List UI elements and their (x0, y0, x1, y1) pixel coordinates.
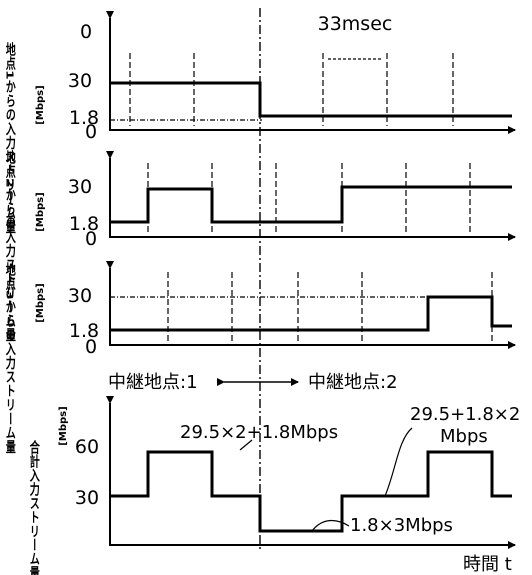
sum-low-label: 1.8×3Mbps (350, 515, 453, 536)
panel-3-tick-30: 30 (68, 285, 92, 307)
panel-1-tick-1_8: 1.8 (69, 107, 99, 129)
sum-high-leader (239, 439, 253, 451)
panel-2-unit: [Mbps] (35, 192, 46, 231)
sum-low-leader (311, 520, 350, 532)
panel-3: 地点3からの入力ストリーム量 [Mbps] 30 1.8 0 (4, 261, 516, 454)
panel-1-frame-markers (129, 53, 454, 126)
panel-1-tick-0: 0 (85, 121, 97, 143)
panel-1-signal (110, 81, 512, 118)
panel-1-unit: [Mbps] (35, 85, 46, 124)
panel-4-unit: [Mbps] (58, 406, 69, 445)
panel-1-tick-0-top: 0 (80, 21, 92, 43)
relay-labels: 中継地点:1 中継地点:2 (108, 372, 398, 393)
panel-1: 地点1からの入力ストリーム量 [Mbps] 0 30 1.8 0 33msec (4, 11, 516, 234)
panel-4-tick-60: 60 (75, 436, 99, 458)
panel-4-signal (110, 450, 512, 533)
relay-1-label: 中継地点:1 (108, 372, 198, 393)
panel-1-tick-30: 30 (68, 70, 92, 92)
panel-1-ylabel: 地点1からの入力ストリーム量 (4, 41, 16, 234)
panel-3-ylabel: 地点3からの入力ストリーム量 (4, 261, 16, 454)
sum-mid-label-line1: 29.5+1.8×2 (410, 404, 520, 425)
panel-2-signal (110, 185, 512, 224)
panel-4: 合計入力ストリーム量 R [Mbps] 60 30 29.5×2+1.8Mbps… (28, 396, 520, 575)
interval-label: 33msec (318, 13, 393, 35)
panel-2-tick-0: 0 (85, 228, 97, 250)
panel-2-tick-1_8: 1.8 (69, 213, 99, 235)
panel-4-ylabel: 合計入力ストリーム量 R (28, 439, 40, 575)
panel-3-tick-0: 0 (85, 336, 97, 358)
panel-3-signal (110, 295, 512, 332)
panel-2: 地点2からの入力ストリーム量 [Mbps] 30 1.8 0 (4, 149, 516, 342)
panel-3-unit: [Mbps] (35, 283, 46, 322)
panel-2-ylabel: 地点2からの入力ストリーム量 (4, 149, 16, 342)
sum-mid-label-line2: Mbps (440, 426, 488, 447)
panel-2-tick-30: 30 (68, 176, 92, 198)
panel-4-tick-30: 30 (75, 487, 99, 509)
panel-3-tick-1_8: 1.8 (69, 320, 99, 342)
x-axis-label: 時間 t (463, 554, 512, 575)
panel-3-frame-markers (167, 272, 493, 342)
sum-high-label: 29.5×2+1.8Mbps (180, 422, 338, 443)
panel-2-frame-markers (147, 163, 471, 234)
sum-mid-leader (384, 427, 413, 497)
relay-2-label: 中継地点:2 (308, 372, 398, 393)
